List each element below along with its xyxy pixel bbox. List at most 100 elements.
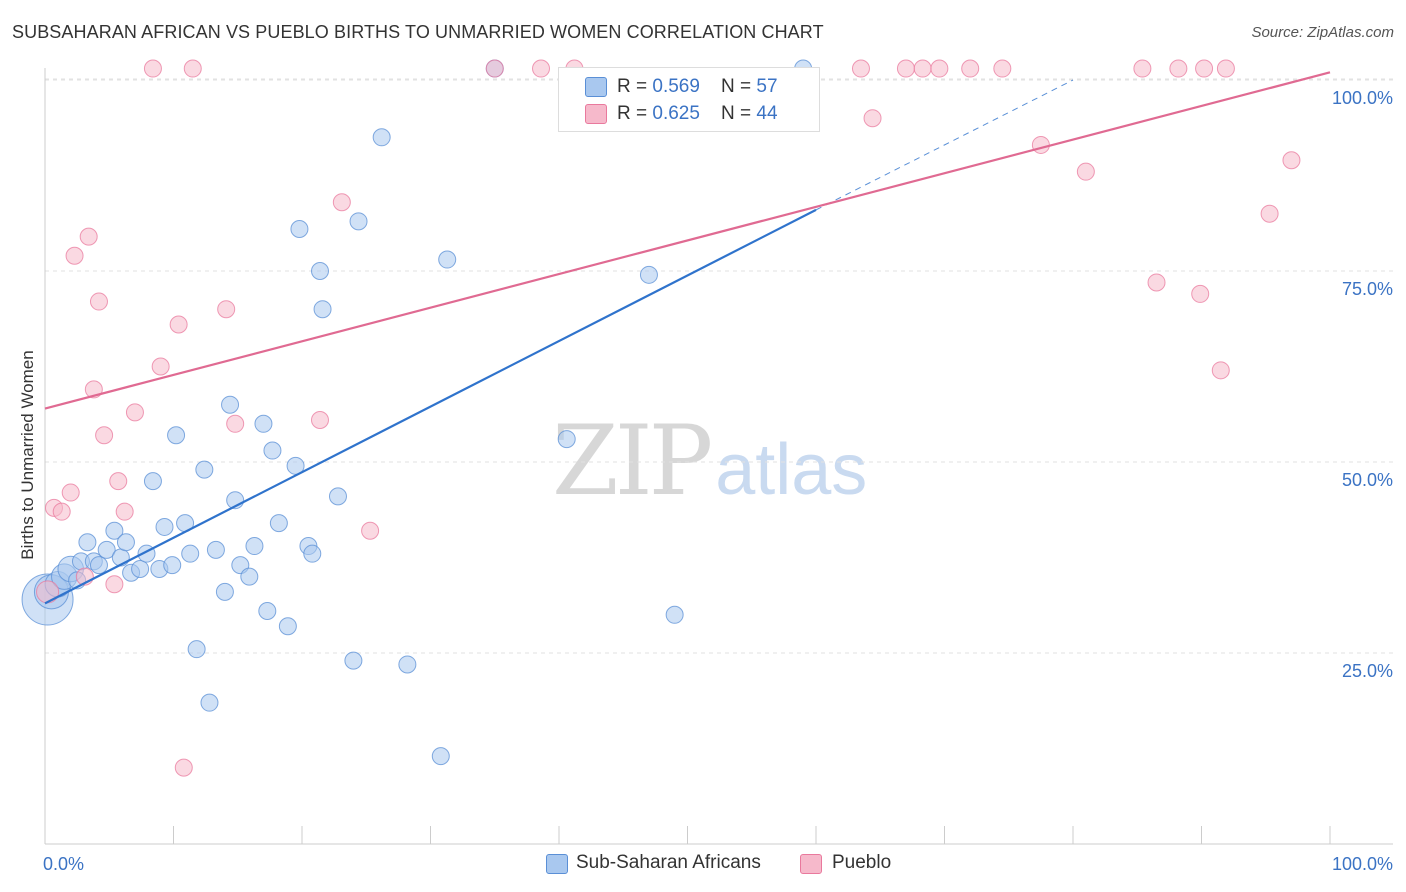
y-tick-label: 100.0% bbox=[1332, 88, 1393, 108]
sub-saharan-point bbox=[557, 430, 576, 449]
sub-saharan-point bbox=[258, 601, 277, 620]
sub-saharan-point bbox=[221, 395, 240, 414]
pueblo-point bbox=[1282, 151, 1301, 170]
pueblo-point bbox=[105, 575, 124, 594]
pueblo-point bbox=[1133, 59, 1152, 78]
legend-swatch-pueblo bbox=[585, 104, 607, 124]
pueblo-point bbox=[1169, 59, 1188, 78]
bottom-legend-swatch-pueblo bbox=[800, 854, 822, 874]
pueblo-point bbox=[183, 59, 202, 78]
pueblo-point bbox=[332, 193, 351, 212]
pueblo-point bbox=[896, 59, 915, 78]
sub-saharan-trend-line bbox=[44, 208, 817, 605]
pueblo-point bbox=[143, 59, 162, 78]
pueblo-point bbox=[361, 521, 380, 540]
sub-saharan-point bbox=[131, 559, 150, 578]
sub-saharan-point bbox=[398, 655, 417, 674]
sub-saharan-point bbox=[278, 617, 297, 636]
source-label: Source: ZipAtlas.com bbox=[1251, 24, 1394, 41]
sub-saharan-point bbox=[89, 556, 108, 575]
sub-saharan-point bbox=[344, 651, 363, 670]
legend-r-label: R = bbox=[617, 103, 653, 124]
pueblo-point bbox=[930, 59, 949, 78]
pueblo-point bbox=[151, 357, 170, 376]
sub-saharan-point bbox=[105, 521, 124, 540]
sub-saharan-point bbox=[240, 567, 259, 586]
pueblo-point bbox=[1195, 59, 1214, 78]
pueblo-point bbox=[310, 410, 329, 429]
pueblo-point bbox=[1147, 273, 1166, 292]
pueblo-point bbox=[532, 59, 551, 78]
sub-saharan-point bbox=[263, 441, 282, 460]
pueblo-point bbox=[1031, 135, 1050, 154]
y-tick-label: 25.0% bbox=[1342, 661, 1393, 681]
pueblo-point bbox=[217, 300, 236, 319]
pueblo-trend-line bbox=[44, 71, 1331, 410]
bottom-legend-label-pueblo: Pueblo bbox=[832, 852, 892, 873]
pueblo-point bbox=[115, 502, 134, 521]
pueblo-point bbox=[174, 758, 193, 777]
pueblo-point bbox=[485, 59, 504, 78]
sub-saharan-point bbox=[372, 128, 391, 147]
sub-saharan-point bbox=[163, 556, 182, 575]
legend-r-value: 0.569 bbox=[652, 76, 700, 97]
legend-n-label: N = bbox=[721, 76, 757, 97]
sub-saharan-point bbox=[206, 540, 225, 559]
sub-saharan-point bbox=[195, 460, 214, 479]
sub-saharan-point bbox=[200, 693, 219, 712]
pueblo-point bbox=[61, 483, 80, 502]
legend-swatch-sub-saharan bbox=[585, 77, 607, 97]
sub-saharan-point bbox=[254, 414, 273, 433]
sub-saharan-point bbox=[328, 487, 347, 506]
bottom-legend-swatch-sub-saharan bbox=[546, 854, 568, 874]
stats-legend: R = 0.569 N = 57 R = 0.625 N = 44 bbox=[558, 67, 820, 132]
sub-saharan-point bbox=[116, 533, 135, 552]
pueblo-point bbox=[851, 59, 870, 78]
pueblo-point bbox=[1211, 361, 1230, 380]
x-tick-label: 100.0% bbox=[1332, 854, 1393, 874]
sub-saharan-point bbox=[245, 537, 264, 556]
sub-saharan-point bbox=[167, 426, 186, 445]
legend-text-pueblo: R = 0.625 N = 44 bbox=[617, 103, 778, 125]
y-tick-label: 75.0% bbox=[1342, 279, 1393, 299]
sub-saharan-point bbox=[303, 544, 322, 563]
sub-saharan-point bbox=[310, 262, 329, 280]
pueblo-point bbox=[65, 246, 84, 265]
legend-n-value: 57 bbox=[756, 76, 778, 97]
y-tick-label: 50.0% bbox=[1342, 470, 1393, 490]
sub-saharan-point bbox=[155, 517, 174, 536]
pueblo-point bbox=[79, 227, 98, 246]
pueblo-point bbox=[1216, 59, 1235, 78]
pueblo-point bbox=[1191, 284, 1210, 303]
legend-n-value: 44 bbox=[756, 103, 778, 124]
sub-saharan-point bbox=[349, 212, 368, 231]
pueblo-point bbox=[89, 292, 108, 311]
tick-label-layer: 25.0% 50.0% 75.0% 100.0% 0.0% 100.0% bbox=[43, 88, 1393, 874]
pueblo-point bbox=[169, 315, 188, 334]
sub-saharan-point bbox=[639, 265, 658, 284]
pueblo-point bbox=[913, 59, 932, 78]
legend-r-value: 0.625 bbox=[652, 103, 700, 124]
x-tick-label: 0.0% bbox=[43, 854, 84, 874]
sub-saharan-point bbox=[438, 250, 457, 269]
sub-saharan-point bbox=[143, 472, 162, 491]
sub-saharan-point bbox=[181, 544, 200, 563]
chart-title: SUBSAHARAN AFRICAN VS PUEBLO BIRTHS TO U… bbox=[12, 22, 824, 42]
trend-layer bbox=[44, 71, 1331, 605]
sub-saharan-point bbox=[215, 582, 234, 601]
sub-saharan-point bbox=[290, 219, 309, 238]
pueblo-point bbox=[125, 403, 144, 422]
sub-saharan-point bbox=[665, 605, 684, 624]
bottom-legend-label-sub-saharan: Sub-Saharan Africans bbox=[576, 852, 761, 873]
pueblo-point bbox=[36, 580, 60, 604]
pueblo-point bbox=[109, 472, 128, 491]
pueblo-point bbox=[863, 109, 882, 128]
pueblo-point bbox=[95, 426, 114, 445]
sub-saharan-point bbox=[431, 747, 450, 766]
legend-n-label: N = bbox=[721, 103, 757, 124]
pueblo-point bbox=[1260, 204, 1279, 223]
sub-saharan-point bbox=[313, 300, 332, 319]
legend-text-sub-saharan: R = 0.569 N = 57 bbox=[617, 76, 778, 98]
sub-saharan-trend-line-extension bbox=[815, 79, 1074, 211]
pueblo-point bbox=[226, 414, 245, 433]
